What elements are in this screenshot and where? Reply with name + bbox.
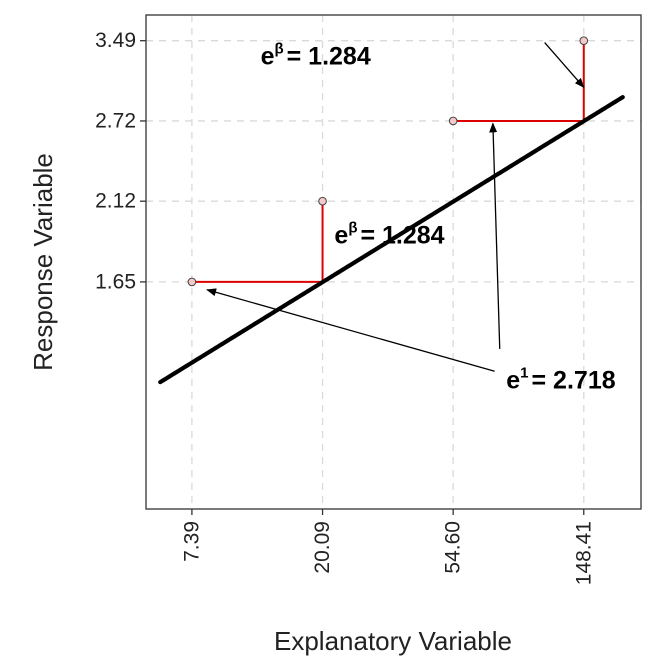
- x-tick-label: 148.41: [572, 521, 595, 585]
- data-point: [579, 36, 589, 46]
- x-axis-title: Explanatory Variable: [274, 626, 512, 656]
- plot-background: [146, 15, 641, 509]
- plot-border: [145, 14, 642, 510]
- y-tick-label: 3.49: [95, 29, 136, 52]
- power-curve: [158, 95, 625, 385]
- annotation-arrow: [489, 122, 501, 349]
- annotation-arrow: [206, 288, 495, 372]
- data-point: [448, 116, 458, 126]
- y-axis-title: Response Variable: [28, 153, 58, 371]
- annotation-label: eβ = 1.284: [334, 219, 444, 249]
- annotation-arrow: [544, 42, 585, 89]
- x-tick-label: 54.60: [442, 521, 465, 574]
- y-axis: 1.65 2.12 2.72 3.49: [95, 29, 146, 293]
- arrows-layer: [206, 42, 585, 372]
- y-tick-label: 2.72: [95, 109, 136, 132]
- y-tick-label: 1.65: [95, 270, 136, 293]
- x-tick-label: 7.39: [180, 521, 203, 562]
- data-point: [318, 196, 327, 206]
- annotation-label: e1 = 2.718: [506, 364, 615, 394]
- x-tick-label: 20.09: [311, 521, 334, 574]
- points-layer: [187, 36, 589, 287]
- y-tick-label: 2.12: [95, 190, 136, 213]
- annotation-label: eβ = 1.284: [261, 41, 371, 71]
- annotations-layer: eβ = 1.284 eβ = 1.284 e1 = 2.718: [261, 41, 616, 395]
- data-point: [187, 277, 197, 287]
- curve-layer: [158, 95, 625, 385]
- x-axis: 7.39 20.09 54.60 148.41: [180, 509, 595, 585]
